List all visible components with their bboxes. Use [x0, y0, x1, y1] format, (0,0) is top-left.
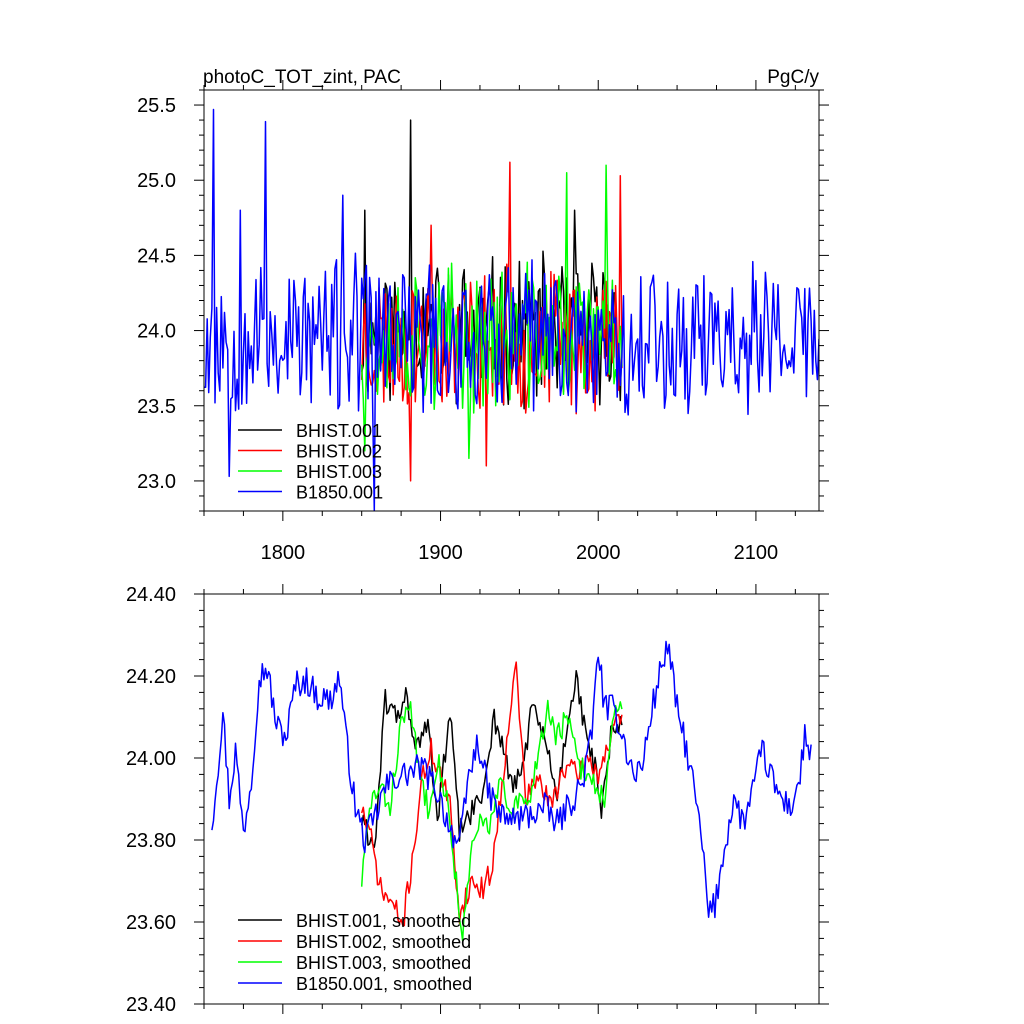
y-tick-label: 24.00	[126, 748, 176, 770]
y-tick-label: 24.20	[126, 666, 176, 688]
y-tick-label: 25.5	[137, 95, 176, 117]
y-tick-label: 25.0	[137, 170, 176, 192]
series-line-bhist-003-smoothed	[360, 699, 623, 942]
x-tick-label: 1800	[261, 542, 306, 564]
bottom-panel: 23.40 23.60 23.80 24.00 24.20 24.40 BHIST.001…	[126, 584, 829, 1016]
bottom-series-layer	[211, 640, 812, 942]
y-tick-label: 24.40	[126, 584, 176, 606]
y-tick-label: 23.60	[126, 912, 176, 934]
legend-label: B1850.001	[296, 483, 383, 503]
bottom-ticks: 23.40 23.60 23.80 24.00 24.20 24.40	[126, 584, 829, 1016]
legend-label: BHIST.002	[296, 442, 382, 462]
x-tick-label: 2000	[576, 542, 621, 564]
x-tick-label: 2100	[734, 542, 779, 564]
y-tick-label: 24.5	[137, 245, 176, 267]
legend-label: BHIST.003	[296, 462, 382, 482]
legend-label: BHIST.002, smoothed	[296, 932, 471, 952]
series-line-bhist-002-smoothed	[360, 661, 623, 927]
series-line-b1850-001	[204, 108, 819, 511]
legend-label: BHIST.001	[296, 421, 382, 441]
legend-label: BHIST.001, smoothed	[296, 911, 471, 931]
y-tick-label: 23.5	[137, 396, 176, 418]
y-tick-label: 23.80	[126, 830, 176, 852]
series-line-bhist-001-smoothed	[360, 670, 623, 848]
series-line-b1850-001-smoothed	[211, 640, 812, 919]
top-ticks: 1800 1900 2000 2100 23.0 23.5 24.0 24.5 25.0 25.5	[137, 80, 829, 564]
legend-label: B1850.001, smoothed	[296, 974, 472, 994]
y-tick-label: 24.0	[137, 321, 176, 343]
bottom-plot-frame	[203, 593, 820, 1005]
y-tick-label: 23.40	[126, 994, 176, 1016]
top-panel-units: PgC/y	[767, 67, 819, 88]
x-tick-label: 1900	[418, 542, 463, 564]
legend-label: BHIST.003, smoothed	[296, 953, 471, 973]
y-tick-label: 23.0	[137, 471, 176, 493]
top-panel-title: photoC_TOT_zint, PAC	[203, 67, 401, 88]
top-series-layer	[204, 108, 819, 511]
top-panel: photoC_TOT_zint, PAC PgC/y 1800 1900 2000 2…	[137, 67, 829, 564]
